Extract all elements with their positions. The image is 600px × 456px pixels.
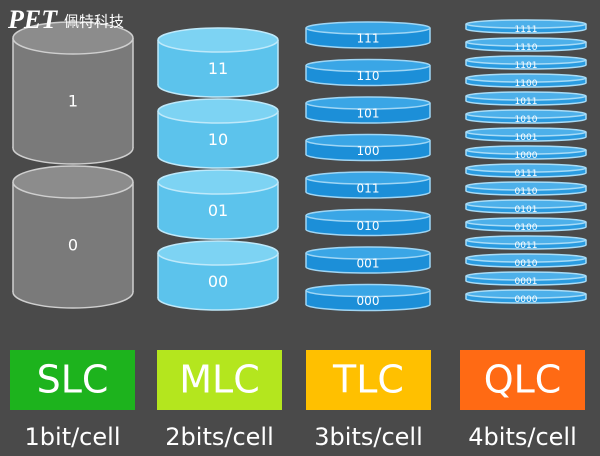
cell-label: 000 <box>357 294 380 308</box>
cell-label: 0000 <box>515 295 538 305</box>
cell-label: 0101 <box>515 205 538 215</box>
cylinder-top <box>157 27 279 53</box>
cell-label: 1100 <box>515 79 538 89</box>
cell-label: 0010 <box>515 259 538 269</box>
bits-label: 4bits/cell <box>468 423 576 451</box>
type-label: TLC <box>332 358 404 402</box>
cylinder-top <box>465 199 587 209</box>
cell-label: 101 <box>357 107 380 121</box>
bits-label: 2bits/cell <box>165 423 273 451</box>
cylinder-top <box>465 271 587 281</box>
cylinder-top <box>305 246 431 260</box>
cell-label: 110 <box>357 69 380 83</box>
cylinder-top <box>305 208 431 223</box>
cylinder-top <box>465 145 587 155</box>
type-box <box>460 350 585 410</box>
cell-label: 1111 <box>515 25 538 35</box>
bits-label: 3bits/cell <box>314 423 422 451</box>
type-label: QLC <box>484 358 562 402</box>
cylinder-top <box>465 181 587 191</box>
cell-label: 01 <box>208 201 228 220</box>
cell-label: 10 <box>208 130 228 149</box>
cell-label: 010 <box>357 219 380 233</box>
cell-label: 001 <box>357 257 380 271</box>
cylinder-top <box>465 289 587 299</box>
cylinder-top <box>465 163 587 173</box>
cell-label: 1 <box>68 92 78 111</box>
cell-label: 0011 <box>515 241 538 251</box>
cell-label: 00 <box>208 272 228 291</box>
type-box <box>306 350 431 410</box>
cell-label: 0110 <box>515 187 538 197</box>
cell-label: 11 <box>208 59 228 78</box>
cell-label: 100 <box>357 144 380 158</box>
type-box <box>157 350 282 410</box>
cylinder-top <box>157 169 279 195</box>
cell-label: 1000 <box>515 151 538 161</box>
cylinder-top <box>305 133 431 148</box>
type-box <box>10 350 135 410</box>
cylinder-body <box>13 182 133 292</box>
cylinder-top <box>465 235 587 245</box>
cylinder-top <box>305 283 431 298</box>
cylinder-top <box>305 96 431 110</box>
cylinders: 1011100100111110101100011010001000111111… <box>12 19 587 312</box>
cylinder-top <box>465 37 587 47</box>
logo-name: 佩特科技 <box>64 13 124 31</box>
cylinder-top <box>157 98 279 124</box>
cylinder-top <box>465 91 587 101</box>
cylinder-top <box>465 109 587 119</box>
cylinder-top <box>157 240 279 266</box>
cell-label: 0 <box>68 236 78 255</box>
cylinder-top <box>305 58 431 73</box>
cylinder-top <box>465 127 587 137</box>
cell-label: 1110 <box>515 43 538 53</box>
cell-label: 0111 <box>515 169 538 179</box>
cylinder-top <box>465 253 587 263</box>
cell-label: 011 <box>357 182 380 196</box>
cylinder-top <box>12 21 134 55</box>
type-label: SLC <box>37 358 109 402</box>
cylinder-top <box>465 217 587 227</box>
cell-label: 111 <box>357 32 380 46</box>
cell-label: 1010 <box>515 115 538 125</box>
cell-label: 1001 <box>515 133 538 143</box>
logo-mark: PET <box>7 5 58 34</box>
cylinder-top <box>465 73 587 83</box>
cell-label: 1101 <box>515 61 538 71</box>
cell-label: 1011 <box>515 97 538 107</box>
cylinder-top <box>465 55 587 65</box>
cylinder-top <box>12 165 134 199</box>
cell-label: 0001 <box>515 277 538 287</box>
cylinder-top <box>305 171 431 185</box>
cylinder-top <box>305 21 431 35</box>
cylinder-body <box>13 38 133 148</box>
bits-label: 1bit/cell <box>25 423 121 451</box>
cylinder-top <box>465 19 587 29</box>
type-label: MLC <box>179 358 260 402</box>
cell-label: 0100 <box>515 223 538 233</box>
